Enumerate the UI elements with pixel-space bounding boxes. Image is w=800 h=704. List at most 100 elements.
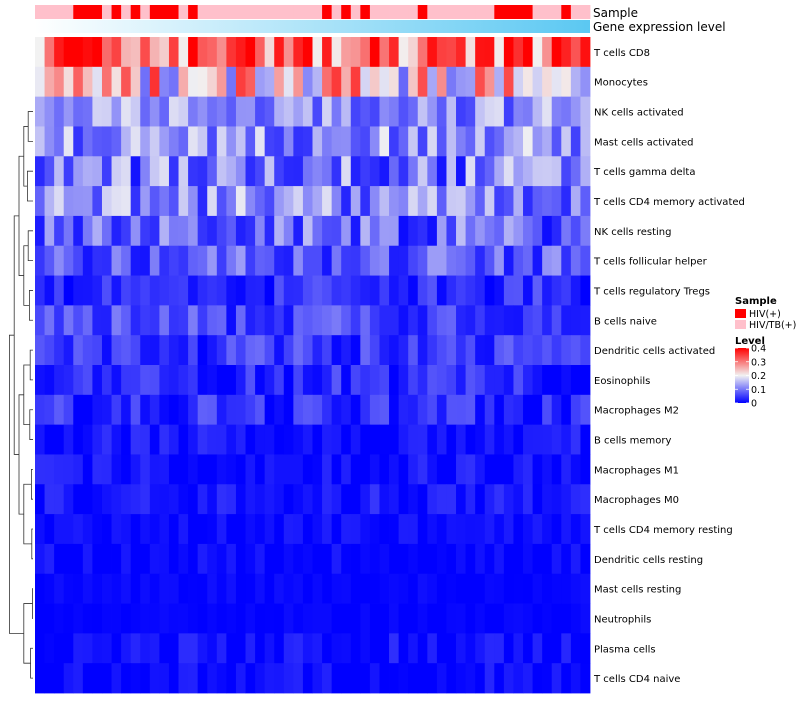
row-label: Mast cells activated <box>594 137 693 148</box>
heatmap-cell <box>533 574 543 604</box>
heatmap-cell <box>293 544 303 574</box>
heatmap-cell <box>274 544 284 574</box>
heatmap-cell <box>513 37 523 67</box>
heatmap-cell <box>504 365 514 395</box>
heatmap-cell <box>159 37 169 67</box>
heatmap-cell <box>523 604 533 634</box>
heatmap-cell <box>370 514 380 544</box>
heatmap-cell <box>121 156 131 186</box>
heatmap-cell <box>140 544 150 574</box>
heatmap-cell <box>140 67 150 97</box>
heatmap-cell <box>217 276 227 306</box>
heatmap-cell <box>45 335 55 365</box>
heatmap-cell <box>561 97 571 127</box>
heatmap-cell <box>523 67 533 97</box>
heatmap-cell <box>92 633 102 663</box>
heatmap-cell <box>389 454 399 484</box>
heatmap-cell <box>322 365 332 395</box>
heatmap-cell <box>236 276 246 306</box>
heatmap-cell <box>140 365 150 395</box>
heatmap-cell <box>437 97 447 127</box>
heatmap-cell <box>265 67 275 97</box>
heatmap-cell <box>45 67 55 97</box>
heatmap-cell <box>552 454 562 484</box>
heatmap-cell <box>140 276 150 306</box>
heatmap-cell <box>370 574 380 604</box>
row-label: T cells CD4 memory activated <box>593 197 745 208</box>
heatmap-cell <box>418 276 428 306</box>
sample-annotation-cell <box>513 5 523 19</box>
sample-annotation-cell <box>35 5 45 19</box>
heatmap-cell <box>83 633 93 663</box>
heatmap-cell <box>293 216 303 246</box>
heatmap-cell <box>274 633 284 663</box>
heatmap-cell <box>322 633 332 663</box>
heatmap-cell <box>418 663 428 693</box>
heatmap-cell <box>351 67 361 97</box>
heatmap-cell <box>45 425 55 455</box>
annotation-label-expression: Gene expression level <box>593 20 726 34</box>
heatmap-cell <box>54 604 64 634</box>
heatmap-cell <box>169 514 179 544</box>
heatmap-cell <box>418 574 428 604</box>
heatmap-cell <box>226 395 236 425</box>
heatmap-cell <box>102 663 112 693</box>
heatmap-cell <box>35 663 45 693</box>
heatmap-cell <box>198 216 208 246</box>
heatmap-cell <box>389 395 399 425</box>
heatmap-cell <box>198 126 208 156</box>
heatmap-cell <box>351 484 361 514</box>
row-label: T cells gamma delta <box>593 167 695 178</box>
heatmap-cell <box>456 514 466 544</box>
heatmap-cell <box>131 305 141 335</box>
heatmap-cell <box>54 97 64 127</box>
heatmap-cell <box>523 305 533 335</box>
heatmap-cell <box>341 604 351 634</box>
heatmap-cell <box>513 484 523 514</box>
heatmap-cell <box>427 37 437 67</box>
heatmap-cell <box>370 67 380 97</box>
heatmap-cell <box>542 67 552 97</box>
heatmap-cell <box>485 395 495 425</box>
heatmap-cell <box>389 633 399 663</box>
heatmap-cell <box>246 484 256 514</box>
heatmap-cell <box>198 544 208 574</box>
heatmap-cell <box>475 574 485 604</box>
heatmap-cell <box>83 574 93 604</box>
heatmap-cell <box>226 633 236 663</box>
heatmap-cell <box>131 633 141 663</box>
heatmap-cell <box>54 156 64 186</box>
heatmap-cell <box>389 97 399 127</box>
heatmap-cell <box>379 305 389 335</box>
heatmap-cell <box>379 216 389 246</box>
heatmap-cell <box>475 395 485 425</box>
heatmap-cell <box>446 305 456 335</box>
heatmap-cell <box>427 216 437 246</box>
heatmap-cell <box>226 574 236 604</box>
heatmap-cell <box>446 484 456 514</box>
heatmap-cell <box>494 425 504 455</box>
heatmap-cell <box>179 663 189 693</box>
heatmap-cell <box>513 156 523 186</box>
heatmap-cell <box>246 186 256 216</box>
heatmap-cell <box>513 246 523 276</box>
heatmap-cell <box>456 37 466 67</box>
heatmap-cell <box>370 604 380 634</box>
heatmap-cell <box>35 395 45 425</box>
heatmap-cell <box>504 604 514 634</box>
heatmap-cell <box>456 484 466 514</box>
heatmap-cell <box>571 186 581 216</box>
heatmap-cell <box>64 335 74 365</box>
heatmap-cell <box>83 365 93 395</box>
heatmap-cell <box>580 186 590 216</box>
heatmap-cell <box>561 67 571 97</box>
heatmap-cell <box>92 156 102 186</box>
heatmap-cell <box>217 425 227 455</box>
heatmap-cell <box>418 216 428 246</box>
row-label: T cells regulatory Tregs <box>593 287 710 298</box>
heatmap-cell <box>274 484 284 514</box>
heatmap-cell <box>54 365 64 395</box>
heatmap-cell <box>255 97 265 127</box>
heatmap-cell <box>427 425 437 455</box>
heatmap-cell <box>408 335 418 365</box>
